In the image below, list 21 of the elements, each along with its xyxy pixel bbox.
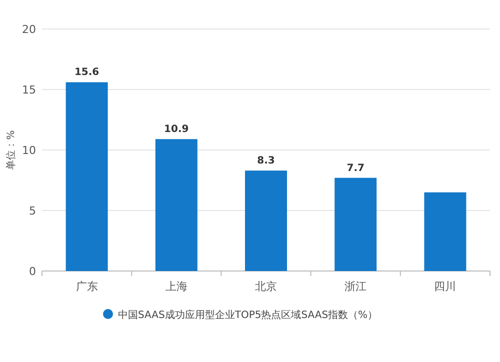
bar bbox=[334, 178, 377, 271]
y-tick-label: 5 bbox=[29, 204, 36, 218]
x-tick-label: 上海 bbox=[165, 280, 188, 293]
data-label: 10.9 bbox=[164, 124, 189, 136]
y-axis-title: 单位：% bbox=[5, 130, 17, 170]
bar bbox=[66, 82, 108, 271]
data-label: 7.7 bbox=[346, 162, 364, 174]
data-label: 8.3 bbox=[257, 156, 275, 167]
bar bbox=[155, 139, 198, 271]
x-tick-label: 北京 bbox=[255, 280, 277, 293]
y-tick-label: 10 bbox=[22, 144, 36, 157]
x-tick-label: 浙江 bbox=[344, 280, 367, 293]
legend-label: 中国SAAS成功应用型企业TOP5热点区域SAAS指数（%） bbox=[118, 309, 378, 321]
y-tick-label: 0 bbox=[29, 265, 36, 278]
y-tick-label: 15 bbox=[22, 84, 36, 96]
bar bbox=[424, 192, 466, 271]
data-label: 15.6 bbox=[74, 67, 100, 78]
x-tick-label: 广东 bbox=[76, 280, 98, 293]
x-tick-label: 四川 bbox=[434, 280, 456, 293]
y-tick-label: 20 bbox=[22, 23, 36, 36]
bar bbox=[245, 170, 287, 271]
